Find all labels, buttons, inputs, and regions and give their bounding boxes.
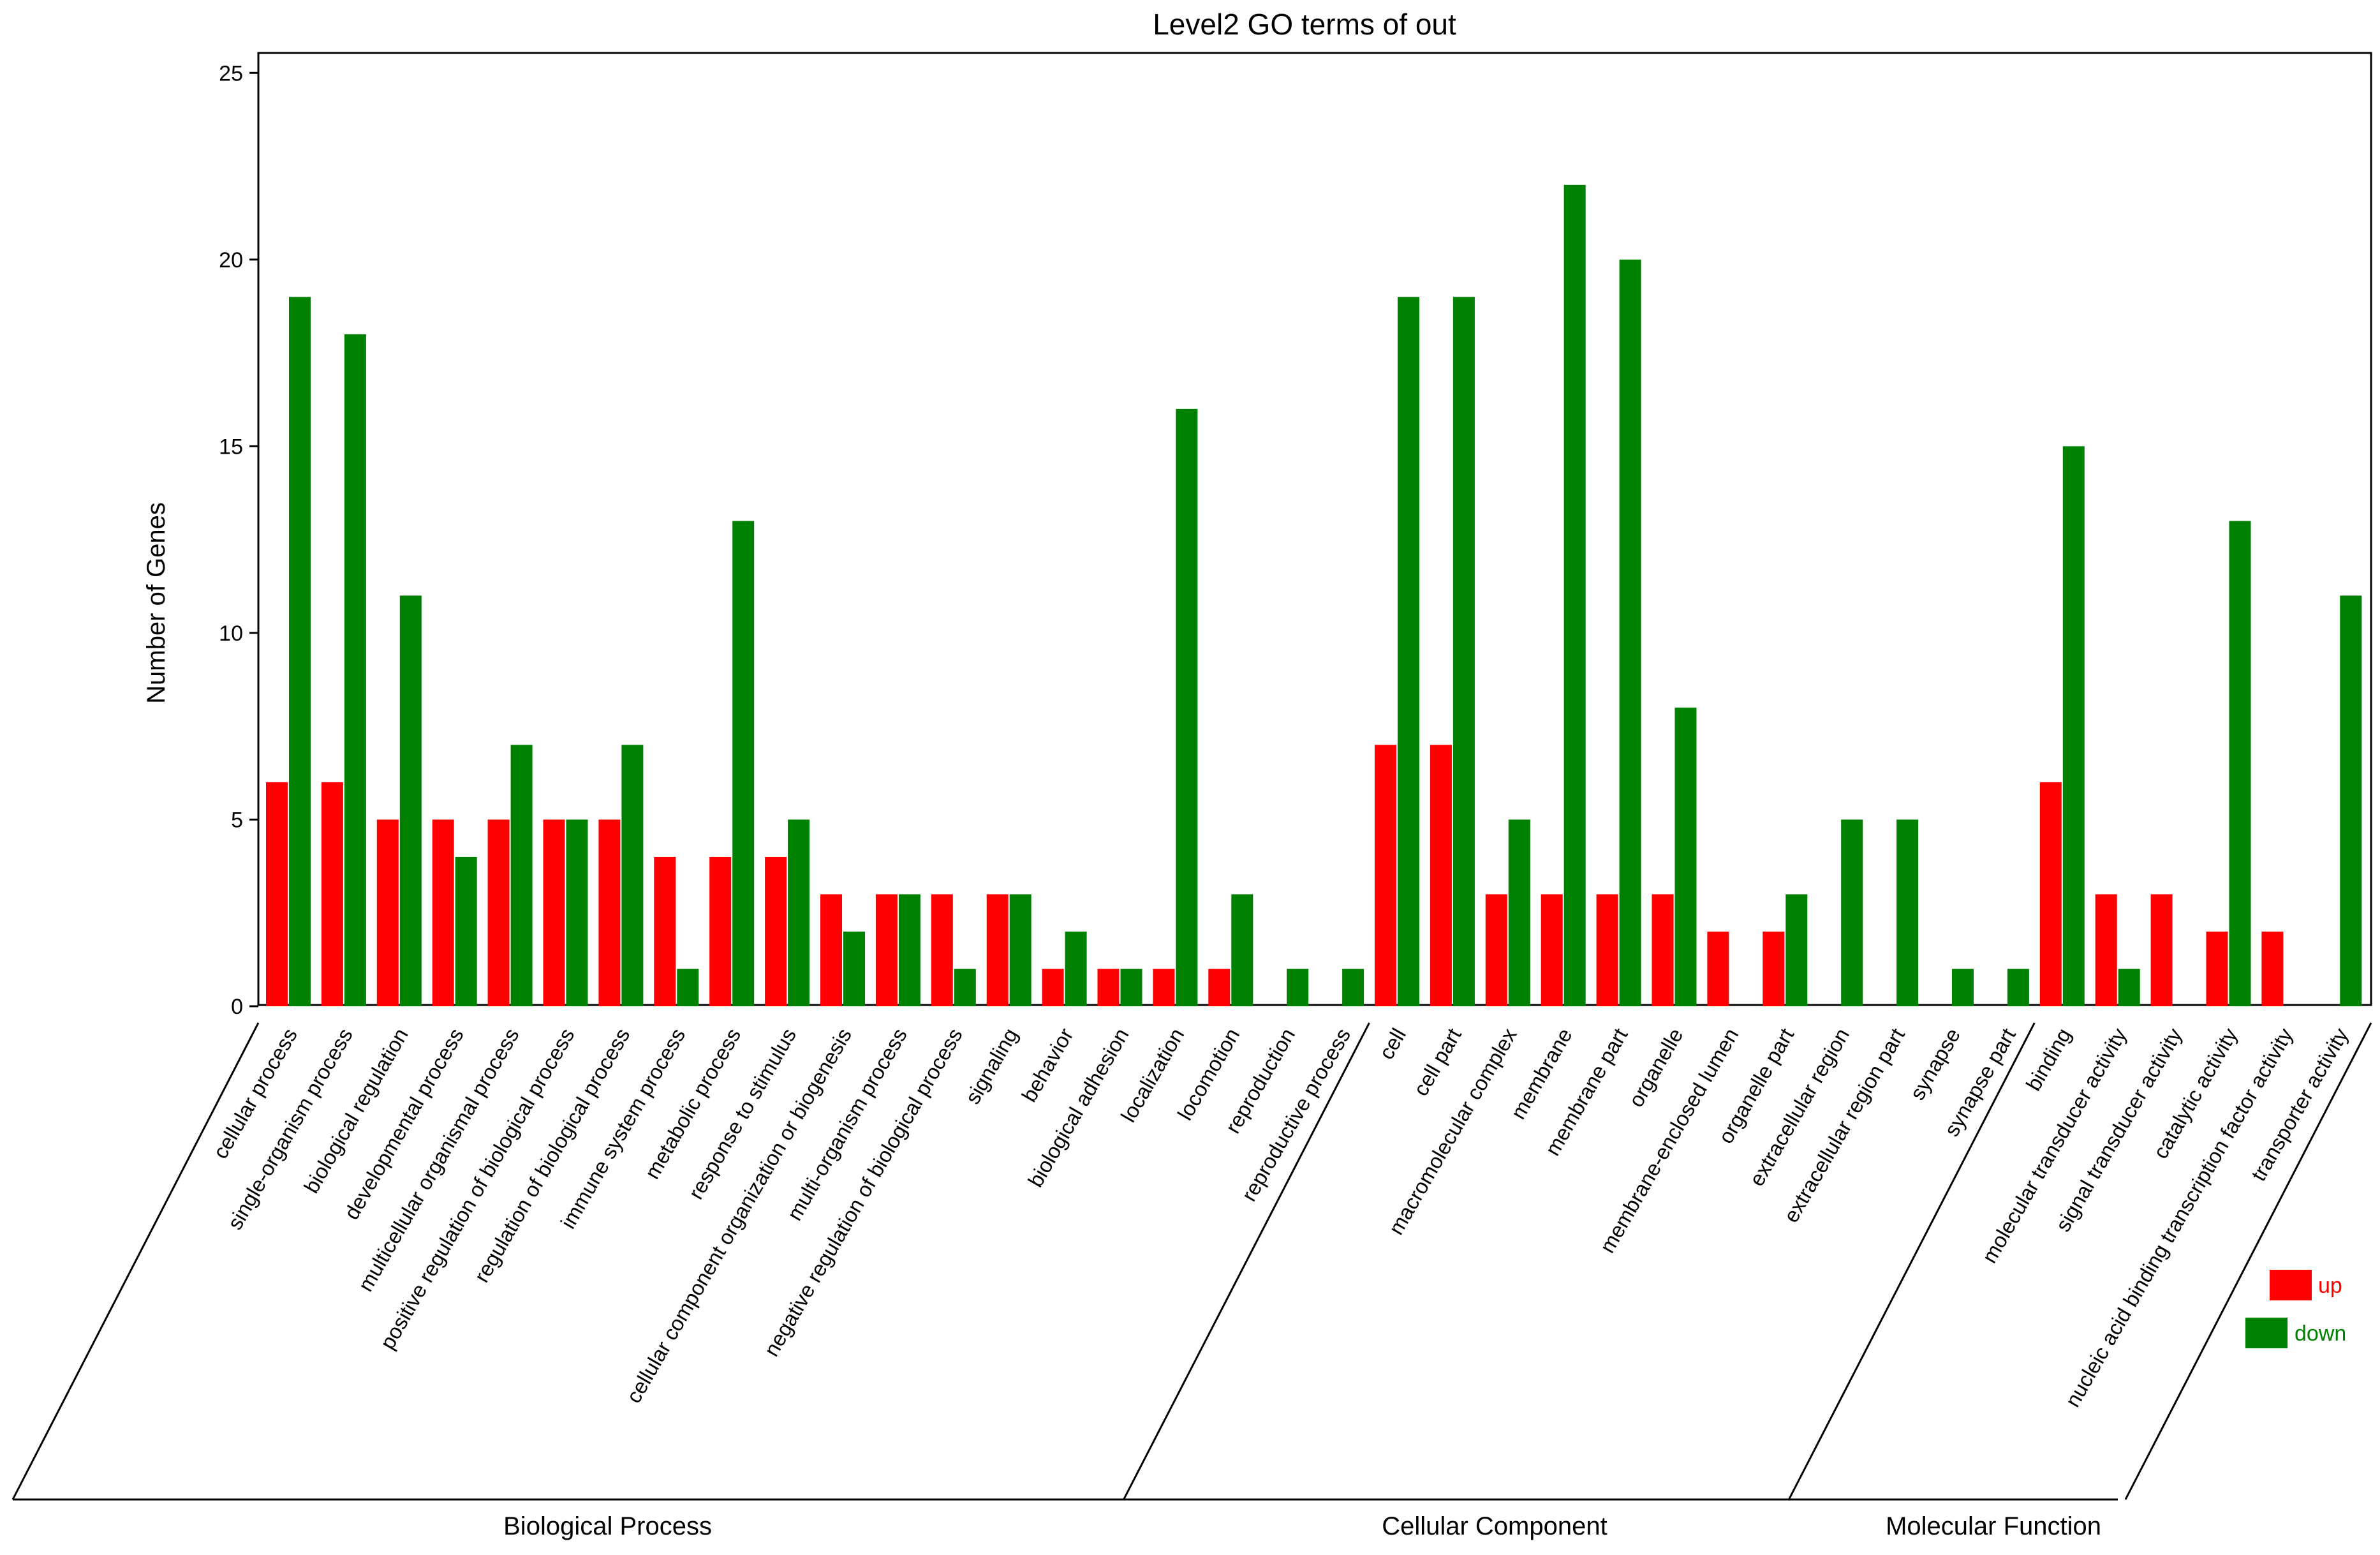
bar-down-regulation-of-biological-process [621,745,644,1006]
bar-up-organelle-part [1763,931,1785,1006]
bar-down-membrane-part [1619,259,1641,1006]
bar-up-membrane [1541,894,1563,1006]
bar-down-reproductive-process [1342,969,1364,1006]
bar-down-cellular-process [289,297,311,1006]
bar-up-molecular-transducer-activity [2095,894,2117,1006]
group-divider [1788,1022,2036,1500]
bar-down-transporter-activity [2340,595,2362,1006]
bar-up-cell [1375,745,1396,1006]
legend-label-down: down [2295,1321,2346,1346]
bar-down-extracellular-region [1841,819,1863,1006]
y-tick-label: 10 [219,621,243,646]
bar-up-biological-regulation [376,819,399,1006]
bar-down-metabolic-process [732,521,755,1006]
bar-up-localization [1153,969,1175,1006]
bar-down-single-organism-process [344,334,366,1007]
bar-up-binding [2039,782,2062,1006]
bar-down-multicellular-organismal-process [510,745,533,1006]
bar-down-signaling [1009,894,1031,1006]
legend-label-up: up [2318,1274,2342,1298]
bar-up-negative-regulation-of-biological-process [931,894,953,1006]
bar-down-biological-regulation [399,595,422,1006]
group-divider [2124,1022,2372,1500]
bar-down-cell-part [1452,297,1475,1006]
bar-up-locomotion [1208,969,1231,1006]
y-tick-label: 0 [231,995,243,1019]
bar-up-nucleic-acid-binding-transcription-factor-activity [2261,931,2284,1006]
y-tick-label: 15 [219,435,243,459]
plot-area-frame [257,52,2372,1006]
group-divider [1123,1022,1370,1500]
bar-down-positive-regulation-of-biological-process [566,819,588,1006]
bar-up-multicellular-organismal-process [487,819,510,1006]
bar-up-membrane-enclosed-lumen [1707,931,1729,1006]
legend-swatch-down [2245,1318,2288,1348]
bar-up-single-organism-process [321,782,343,1006]
bar-up-cell-part [1430,745,1452,1006]
bar-down-synapse-part [2007,969,2029,1006]
bar-series [266,184,2362,1007]
bar-down-molecular-transducer-activity [2118,969,2140,1006]
bar-down-organelle-part [1785,894,1808,1006]
bar-up-organelle [1652,894,1674,1006]
bar-down-catalytic-activity [2229,521,2251,1006]
bar-up-positive-regulation-of-biological-process [543,819,565,1006]
category-groups: Biological Process Cellular Component Mole… [11,1022,2372,1540]
bar-down-cell [1398,297,1419,1006]
group-label-biological-process: Biological Process [503,1512,712,1540]
y-tick-label: 5 [231,808,243,832]
bar-up-multi-organism-process [875,894,898,1006]
bar-down-developmental-process [455,856,477,1006]
chart-title: Level2 GO terms of out [1153,8,1456,41]
bar-up-biological-adhesion [1097,969,1120,1006]
bar-down-organelle [1674,707,1697,1006]
bar-down-membrane [1563,184,1586,1006]
bar-up-immune-system-process [654,856,676,1006]
bar-up-behavior [1042,969,1064,1006]
y-tick-label: 25 [219,61,243,86]
bar-down-reproduction [1287,969,1309,1006]
bar-down-negative-regulation-of-biological-process [954,969,976,1006]
bar-down-behavior [1065,931,1087,1006]
bar-up-metabolic-process [709,856,732,1006]
bar-up-cellular-process [266,782,288,1006]
bar-down-synapse [1952,969,1974,1006]
bar-down-immune-system-process [677,969,699,1006]
bar-down-multi-organism-process [898,894,920,1006]
y-tick-label: 20 [219,248,243,272]
legend-swatch-up [2270,1270,2312,1300]
bar-down-binding [2062,446,2085,1006]
bar-up-signaling [986,894,1009,1006]
y-axis-ticks: 0 5 10 15 20 25 [219,61,258,1019]
bar-up-signal-transducer-activity [2150,894,2173,1006]
bar-down-locomotion [1231,894,1253,1006]
group-label-cellular-component: Cellular Component [1382,1512,1608,1540]
group-divider [11,1022,260,1500]
bar-up-response-to-stimulus [765,856,787,1006]
bar-down-cellular-component-organization-or-biogenesis [843,931,865,1006]
group-label-molecular-function: Molecular Function [1886,1512,2101,1540]
bar-up-regulation-of-biological-process [598,819,621,1006]
bar-down-macromolecular-complex [1508,819,1530,1006]
bar-up-cellular-component-organization-or-biogenesis [820,894,842,1006]
bar-down-response-to-stimulus [788,819,810,1006]
bar-down-biological-adhesion [1120,969,1142,1006]
bar-down-extracellular-region-part [1896,819,1919,1006]
bar-up-catalytic-activity [2206,931,2228,1006]
bar-down-localization [1176,408,1198,1006]
bar-up-developmental-process [432,819,454,1006]
bar-up-membrane-part [1596,894,1618,1006]
bar-up-macromolecular-complex [1485,894,1507,1006]
y-axis-label: Number of Genes [142,502,170,704]
legend: up down [2245,1270,2346,1348]
